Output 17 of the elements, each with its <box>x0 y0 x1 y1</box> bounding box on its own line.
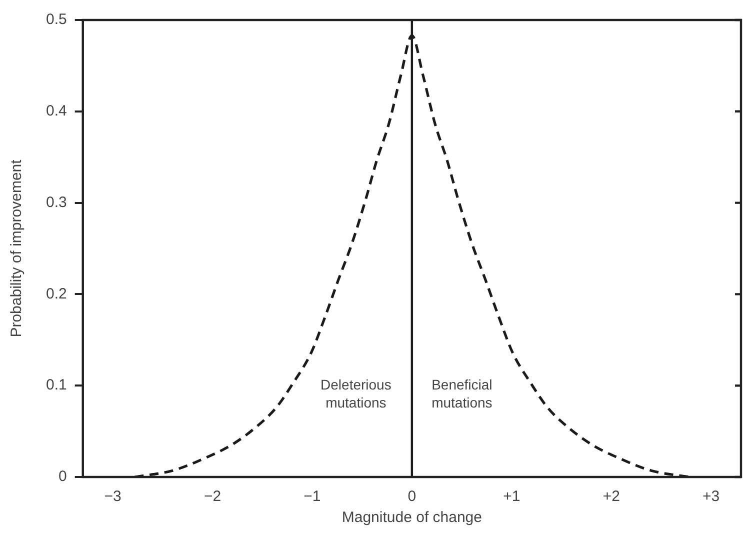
y-tick-label: 0 <box>58 468 67 486</box>
x-tick-label: +3 <box>702 488 720 506</box>
y-tick-label: 0.3 <box>46 194 67 211</box>
x-tick-label: +1 <box>503 488 520 506</box>
y-tick-label: 0.1 <box>46 376 67 394</box>
x-tick-label: −1 <box>304 488 321 506</box>
x-tick-label: −2 <box>204 488 222 506</box>
y-axis-title: Probability of improvement <box>8 158 26 338</box>
annotation: Beneficial mutations <box>432 376 492 411</box>
y-tick-label: 0.5 <box>46 11 67 28</box>
x-tick-label: 0 <box>408 488 416 506</box>
x-tick-label: −3 <box>104 488 122 506</box>
x-axis-title: Magnitude of change <box>342 509 482 526</box>
annotation: Deleterious mutations <box>320 376 392 411</box>
x-tick-label: +2 <box>602 488 620 506</box>
y-tick-label: 0.4 <box>46 102 67 120</box>
y-tick-label: 0.2 <box>46 285 67 302</box>
